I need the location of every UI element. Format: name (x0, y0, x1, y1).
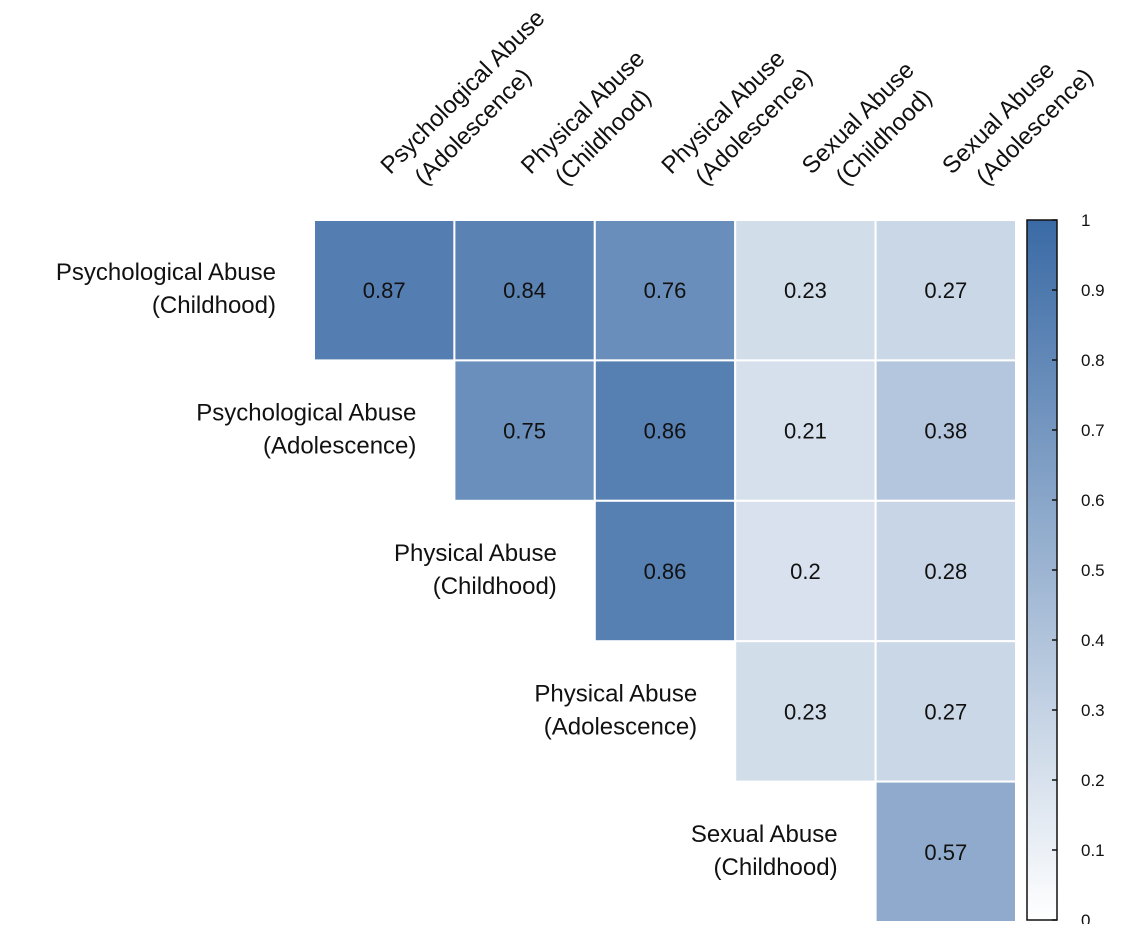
colorbar: 0 0.1 0.2 0.3 0.4 0.5 0.6 0.7 0.8 0.9 1 (1026, 211, 1105, 929)
heatmap-cell-value: 0.23 (784, 699, 827, 724)
heatmap-cell-rect (734, 640, 877, 783)
row-label: Physical Abuse (Childhood) (394, 540, 557, 600)
row-label-line: Sexual Abuse (691, 821, 838, 848)
row-label: Sexual Abuse (Childhood) (691, 821, 838, 881)
column-label: Sexual Abuse(Childhood) (797, 57, 943, 203)
row-label-line: Psychological Abuse (196, 400, 416, 427)
heatmap-cell-value: 0.76 (644, 278, 687, 303)
row-label-line: Physical Abuse (534, 680, 697, 707)
heatmap-cell: 0.84 (453, 219, 596, 362)
heatmap-cell-value: 0.28 (924, 559, 967, 584)
row-label-line: (Adolescence) (544, 713, 697, 740)
heatmap-cell-rect (874, 780, 1017, 923)
colorbar-tick-label: 0 (1081, 911, 1090, 924)
row-label: Physical Abuse (Adolescence) (534, 680, 697, 740)
heatmap-cell-value: 0.2 (790, 559, 821, 584)
heatmap-cell-rect (593, 499, 737, 643)
row-label-line: (Childhood) (714, 854, 838, 881)
heatmap-cell-rect (734, 219, 877, 362)
colorbar-tick-label: 0.9 (1081, 281, 1105, 300)
heatmap-cell-value: 0.38 (924, 419, 967, 444)
heatmap-cell: 0.57 (874, 780, 1017, 923)
heatmap-cell: 0.27 (874, 640, 1017, 783)
colorbar-tick-label: 1 (1081, 211, 1090, 230)
heatmap-cell: 0.21 (734, 359, 877, 502)
heatmap-cell: 0.86 (593, 499, 737, 643)
heatmap-cell-value: 0.84 (503, 278, 546, 303)
colorbar-tick-label: 0.7 (1081, 421, 1105, 440)
row-label: Psychological Abuse (Childhood) (56, 259, 276, 319)
heatmap-cell: 0.87 (313, 219, 456, 362)
row-label-line: Psychological Abuse (56, 259, 276, 286)
colorbar-tick-label: 0.3 (1081, 701, 1105, 720)
heatmap-cell-value: 0.75 (503, 419, 546, 444)
heatmap-cell-value: 0.21 (784, 419, 827, 444)
heatmap-cell-rect (734, 359, 877, 502)
heatmap-cell: 0.86 (593, 359, 737, 502)
heatmap-cell-rect (874, 499, 1017, 643)
colorbar-tick-label: 0.2 (1081, 771, 1105, 790)
heatmap-cell: 0.23 (734, 640, 877, 783)
heatmap-cell-rect (593, 219, 737, 362)
row-label-line: (Childhood) (152, 292, 276, 319)
colorbar-tick-label: 0.6 (1081, 491, 1105, 510)
heatmap-cell-value: 0.86 (644, 559, 687, 584)
row-labels: Psychological Abuse (Childhood)Psychologi… (56, 259, 838, 881)
colorbar-tick-label: 0.4 (1081, 631, 1105, 650)
heatmap-cell-value: 0.86 (644, 419, 687, 444)
heatmap-cell-value: 0.23 (784, 278, 827, 303)
heatmap-cell: 0.27 (874, 219, 1017, 362)
heatmap-cells: 0.87 0.84 0.76 0.23 0.27 0.75 0.86 0.21 0.38 0.86… (313, 219, 1017, 923)
column-label: Sexual Abuse(Adolescence) (937, 41, 1099, 203)
row-label: Psychological Abuse (Adolescence) (196, 400, 416, 460)
heatmap-cell-value: 0.57 (924, 840, 967, 865)
heatmap-cell-value: 0.27 (924, 699, 967, 724)
column-label: Physical Abuse(Childhood) (516, 45, 673, 202)
heatmap-cell-rect (874, 640, 1017, 783)
row-label-line: (Adolescence) (263, 433, 416, 460)
colorbar-tick-label: 0.8 (1081, 351, 1105, 370)
colorbar-tick-label: 0.1 (1081, 841, 1105, 860)
row-label-line: Physical Abuse (394, 540, 557, 567)
column-labels: Psychological Abuse(Adolescence)Physical… (376, 5, 1099, 203)
heatmap-cell: 0.23 (734, 219, 877, 362)
heatmap-cell-value: 0.87 (363, 278, 406, 303)
colorbar-tick-label: 0.5 (1081, 561, 1105, 580)
heatmap-cell: 0.76 (593, 219, 737, 362)
heatmap-cell-value: 0.27 (924, 278, 967, 303)
heatmap-cell-rect (453, 219, 596, 362)
heatmap-cell: 0.2 (734, 499, 877, 643)
column-label: Physical Abuse(Adolescence) (656, 41, 818, 203)
heatmap-cell: 0.28 (874, 499, 1017, 643)
heatmap-cell-rect (313, 219, 456, 362)
row-label-line: (Childhood) (433, 573, 557, 600)
heatmap-cell-rect (453, 359, 596, 502)
heatmap-cell: 0.75 (453, 359, 596, 502)
column-label: Psychological Abuse(Adolescence) (376, 5, 573, 202)
heatmap-cell: 0.38 (874, 359, 1017, 502)
